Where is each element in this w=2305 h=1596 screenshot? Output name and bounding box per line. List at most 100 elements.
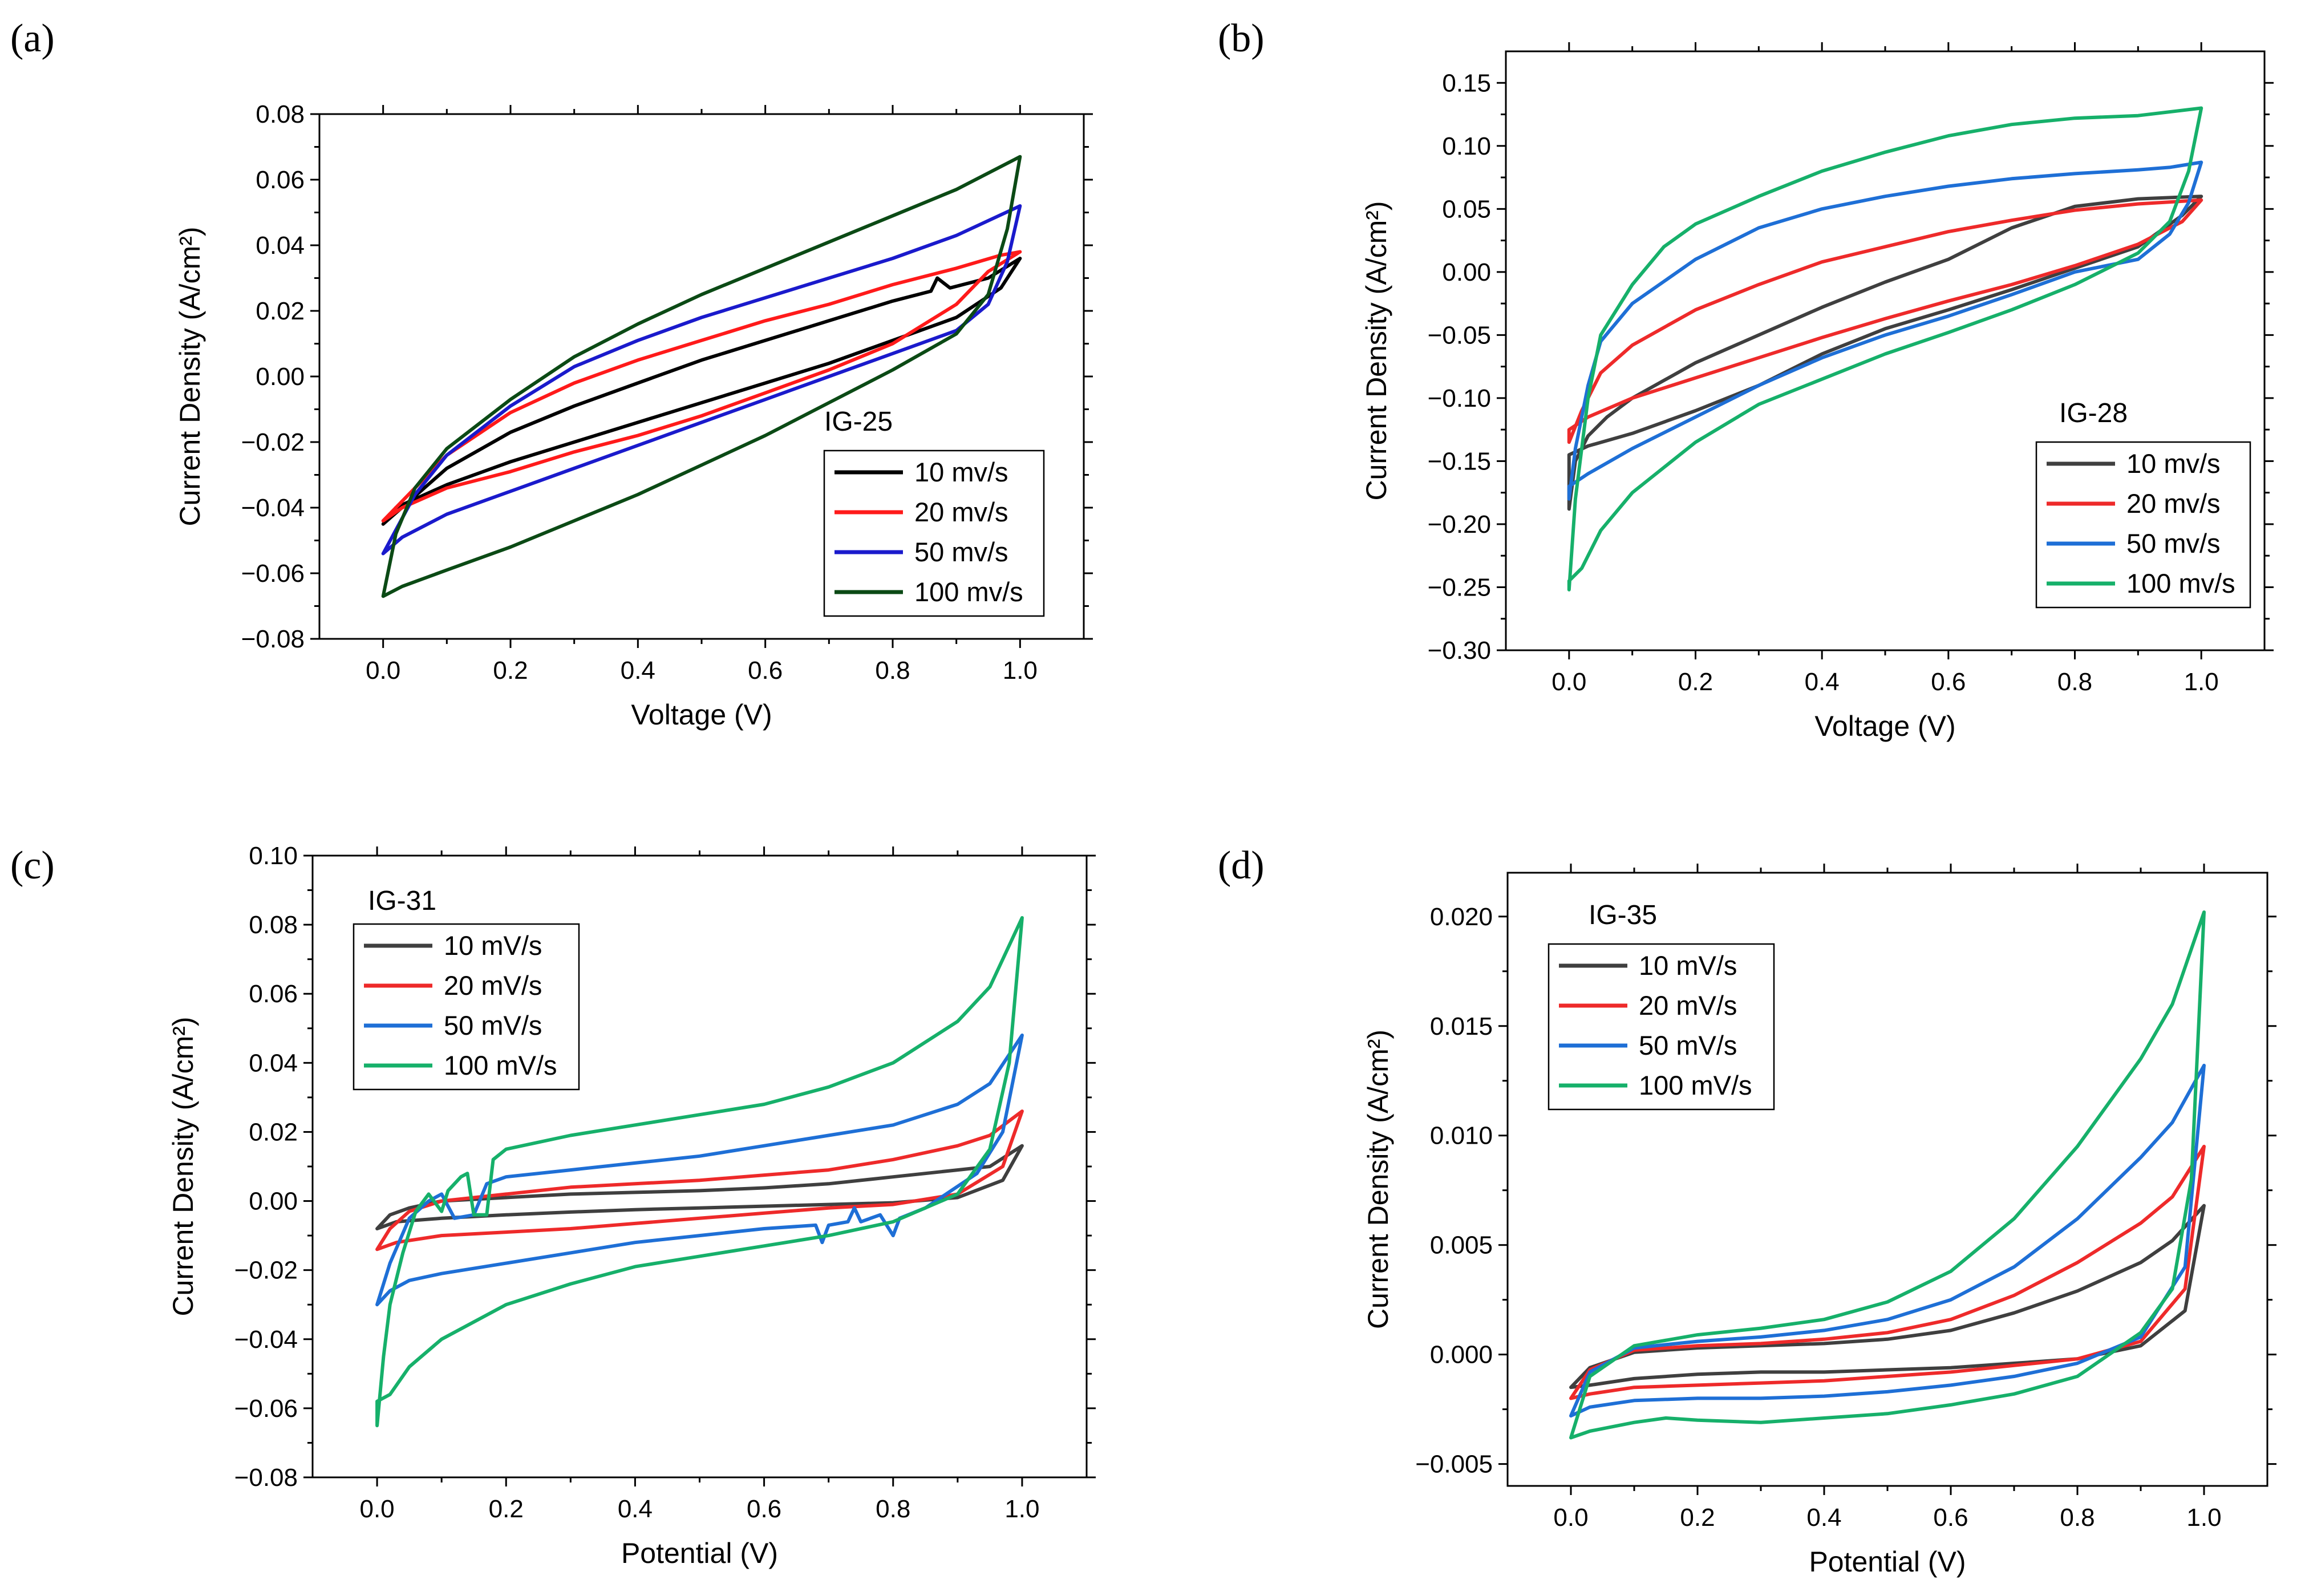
panel-label: (b) <box>1218 17 1265 60</box>
legend-box <box>353 923 580 1091</box>
x-tick-label: 0.2 <box>493 657 528 684</box>
y-axis-title: Current Density (A/cm²) <box>1362 1030 1394 1329</box>
series-line-4 <box>381 155 1022 598</box>
legend-label-2: 20 mv/s <box>2126 488 2221 519</box>
y-tick-label: 0.15 <box>1442 69 1491 97</box>
series-line-2 <box>381 250 1022 522</box>
y-tick-label: −0.08 <box>241 625 305 653</box>
x-tick-label: 0.2 <box>489 1495 524 1523</box>
y-tick-label: 0.020 <box>1430 903 1493 931</box>
x-tick-label: 0.4 <box>1806 1504 1841 1532</box>
x-tick-label: 0.6 <box>1933 1504 1968 1532</box>
x-tick-label: 0.6 <box>748 657 783 684</box>
legend-label-1: 10 mv/s <box>914 457 1008 487</box>
x-tick-label: 1.0 <box>2186 1504 2221 1532</box>
legend-box <box>823 449 1045 617</box>
series-line-1 <box>1569 1204 2206 1390</box>
series-line-2 <box>1567 198 2203 444</box>
panel-a: (a) 0.0 0.2 0.4 0.6 0.8 1.0 −0.08 −0.06 −0.04 −0.0… <box>10 17 1093 731</box>
y-tick-label: 0.06 <box>256 166 305 194</box>
panel-label: (a) <box>10 17 55 60</box>
series-line-3 <box>375 1033 1024 1307</box>
y-tick-label: −0.04 <box>234 1326 298 1354</box>
x-tick-label: 0.8 <box>2057 668 2092 696</box>
x-tick-label: 0.8 <box>875 657 910 684</box>
x-axis-title: Voltage (V) <box>1814 710 1955 742</box>
panel-title: IG-35 <box>1589 900 1657 930</box>
legend-label-1: 10 mv/s <box>2126 448 2221 479</box>
x-tick-label: 0.6 <box>747 1495 781 1523</box>
series-line-2 <box>1569 1144 2206 1400</box>
legend-label-4: 100 mv/s <box>914 577 1023 607</box>
x-tick-label: 1.0 <box>1004 1495 1039 1523</box>
y-tick-label: −0.20 <box>1428 511 1491 538</box>
y-tick-label: 0.00 <box>256 363 305 391</box>
y-tick-label: −0.10 <box>1428 384 1491 412</box>
x-tick-label: 0.4 <box>618 1495 653 1523</box>
y-tick-label: 0.08 <box>249 911 298 939</box>
y-tick-label: −0.02 <box>241 428 305 456</box>
series-line-2 <box>375 1109 1024 1251</box>
panel-label: (d) <box>1218 844 1265 888</box>
x-axis-title: Potential (V) <box>621 1537 778 1569</box>
y-axis-title: Current Density (A/cm²) <box>174 226 206 526</box>
legend-label-3: 50 mV/s <box>1639 1030 1737 1060</box>
legend-box <box>1548 943 1775 1111</box>
y-tick-label: −0.30 <box>1428 637 1491 665</box>
series-line-4 <box>1567 106 2203 592</box>
y-tick-label: 0.06 <box>249 980 298 1008</box>
series-line-3 <box>1569 1063 2206 1418</box>
y-tick-label: −0.25 <box>1428 573 1491 601</box>
series-line-1 <box>1567 195 2203 511</box>
y-tick-label: −0.02 <box>234 1257 298 1285</box>
series-line-3 <box>1567 160 2203 501</box>
x-axis-title: Potential (V) <box>1809 1546 1966 1578</box>
panel-b: (b) 0.0 0.2 0.4 0.6 0.8 1.0 −0.30 −0.25 −0.20 −0.1… <box>1218 17 2274 742</box>
x-tick-label: 0.6 <box>1931 668 1966 696</box>
y-tick-label: 0.10 <box>249 842 298 870</box>
y-tick-label: 0.02 <box>249 1118 298 1146</box>
legend-label-3: 50 mV/s <box>444 1010 542 1040</box>
panel-title: IG-28 <box>2059 398 2128 428</box>
y-tick-label: 0.04 <box>249 1049 298 1077</box>
panel-d: (d) 0.0 0.2 0.4 0.6 0.8 1.0 −0.005 0.000 0.005 0.0… <box>1218 844 2276 1578</box>
panel-title: IG-25 <box>824 407 893 437</box>
x-tick-label: 0.0 <box>359 1495 394 1523</box>
legend-box <box>2035 441 2251 609</box>
y-axis-title: Current Density (A/cm²) <box>1360 201 1392 500</box>
series-line-3 <box>381 204 1022 556</box>
y-tick-label: −0.005 <box>1415 1451 1493 1478</box>
panel-label: (c) <box>10 844 55 888</box>
legend-label-2: 20 mV/s <box>444 970 542 1000</box>
x-tick-label: 0.2 <box>1678 668 1713 696</box>
legend-label-3: 50 mv/s <box>914 537 1008 567</box>
legend-label-4: 100 mV/s <box>444 1050 557 1080</box>
y-tick-label: −0.06 <box>234 1395 298 1423</box>
legend-label-1: 10 mV/s <box>444 930 542 961</box>
x-tick-label: 0.4 <box>621 657 655 684</box>
y-tick-label: 0.000 <box>1430 1341 1493 1369</box>
panel-title: IG-31 <box>368 886 436 916</box>
y-tick-label: 0.02 <box>256 297 305 325</box>
y-axis-title: Current Density (A/cm²) <box>167 1016 199 1316</box>
y-tick-label: −0.04 <box>241 494 305 522</box>
x-tick-label: 0.2 <box>1680 1504 1715 1532</box>
x-tick-label: 1.0 <box>2184 668 2219 696</box>
legend-label-3: 50 mv/s <box>2126 528 2221 558</box>
x-tick-label: 1.0 <box>1003 657 1038 684</box>
y-tick-label: 0.04 <box>256 232 305 260</box>
y-tick-label: 0.015 <box>1430 1012 1493 1040</box>
x-tick-label: 0.4 <box>1805 668 1840 696</box>
y-tick-label: 0.005 <box>1430 1232 1493 1259</box>
series-line-4 <box>375 916 1024 1428</box>
legend-label-2: 20 mV/s <box>1639 990 1737 1020</box>
panel-c: (c) 0.0 0.2 0.4 0.6 0.8 1.0 −0.08 −0.06 −0.04 −0.0… <box>10 842 1096 1569</box>
y-tick-label: −0.05 <box>1428 321 1491 349</box>
y-tick-label: 0.00 <box>249 1188 298 1216</box>
x-tick-label: 0.0 <box>1551 668 1586 696</box>
x-tick-label: 0.8 <box>2060 1504 2095 1532</box>
y-tick-label: 0.010 <box>1430 1122 1493 1150</box>
y-tick-label: −0.06 <box>241 560 305 588</box>
x-tick-label: 0.0 <box>366 657 400 684</box>
